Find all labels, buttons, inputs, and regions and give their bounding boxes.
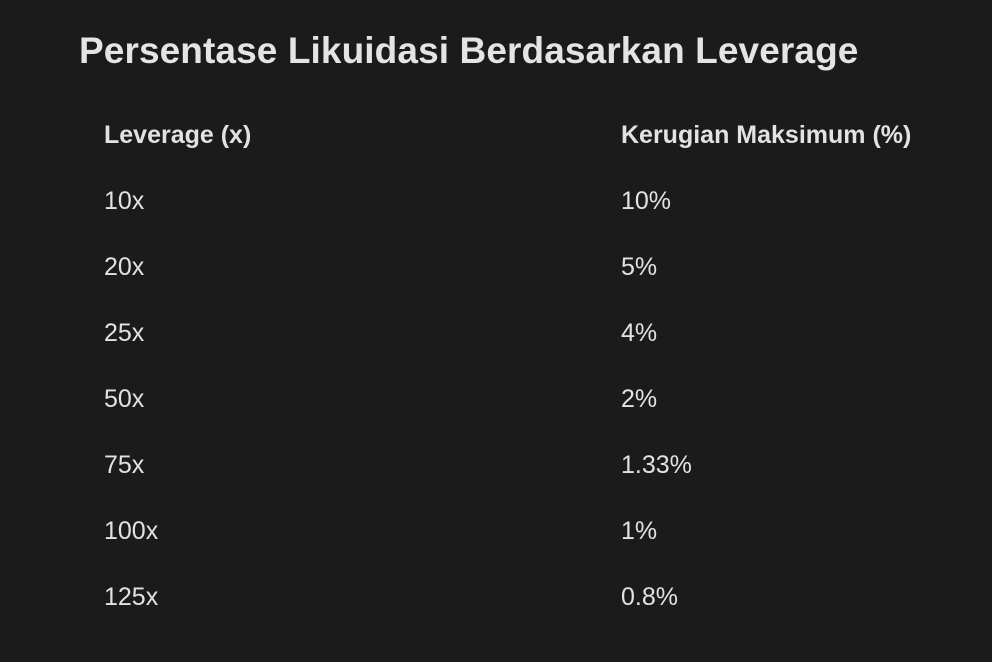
- table-row: 75x 1.33%: [104, 432, 964, 498]
- table-row: 25x 4%: [104, 300, 964, 366]
- leverage-cell: 100x: [104, 516, 159, 545]
- leverage-table: Leverage (x) Kerugian Maksimum (%) 10x 1…: [104, 102, 964, 630]
- page-title: Persentase Likuidasi Berdasarkan Leverag…: [79, 30, 859, 71]
- table-row: 10x 10%: [104, 168, 964, 234]
- table-row: 100x 1%: [104, 498, 964, 564]
- leverage-cell: 20x: [104, 252, 145, 281]
- table-header-row: Leverage (x) Kerugian Maksimum (%): [104, 102, 964, 168]
- max-loss-cell: 1.33%: [621, 450, 692, 479]
- leverage-cell: 50x: [104, 384, 145, 413]
- max-loss-cell: 10%: [621, 186, 672, 215]
- table-row: 125x 0.8%: [104, 564, 964, 630]
- header-leverage: Leverage (x): [104, 120, 252, 149]
- max-loss-cell: 2%: [621, 384, 658, 413]
- leverage-cell: 125x: [104, 582, 159, 611]
- table-row: 50x 2%: [104, 366, 964, 432]
- max-loss-cell: 1%: [621, 516, 658, 545]
- leverage-cell: 25x: [104, 318, 145, 347]
- table-row: 20x 5%: [104, 234, 964, 300]
- max-loss-cell: 4%: [621, 318, 658, 347]
- header-max-loss: Kerugian Maksimum (%): [621, 120, 912, 149]
- max-loss-cell: 0.8%: [621, 582, 678, 611]
- leverage-cell: 10x: [104, 186, 145, 215]
- leverage-cell: 75x: [104, 450, 145, 479]
- max-loss-cell: 5%: [621, 252, 658, 281]
